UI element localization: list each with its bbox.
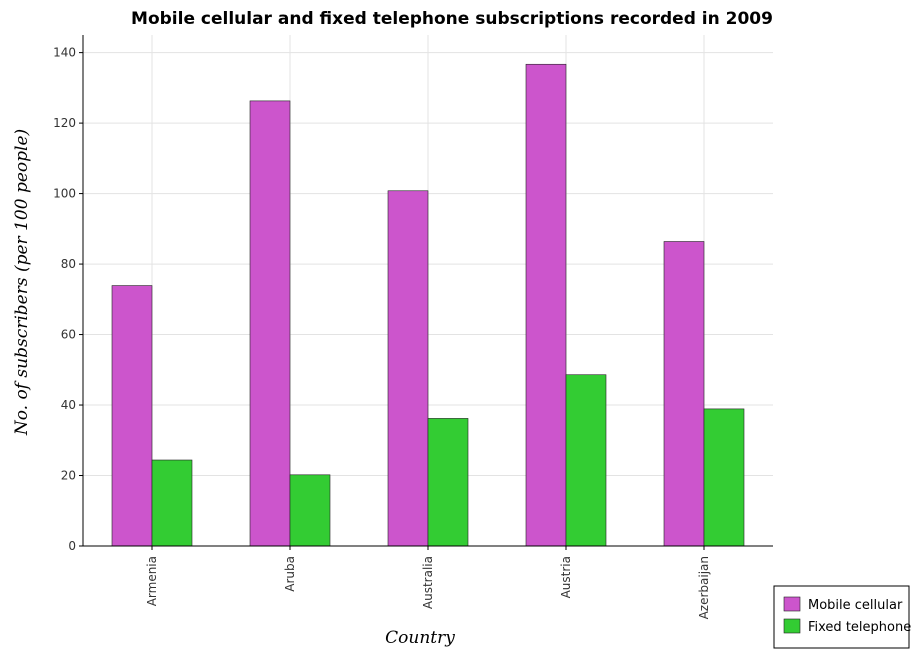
bar-mobile-cellular-azerbaijan — [663, 241, 705, 547]
bar-mobile-cellular-armenia — [111, 285, 153, 547]
y-tick-label: 80 — [61, 257, 76, 271]
bar-mobile-cellular-australia — [387, 190, 429, 547]
y-tick-label: 60 — [61, 328, 76, 342]
y-tick-label: 140 — [53, 46, 76, 60]
y-tick-label: 20 — [61, 469, 76, 483]
y-axis-label: No. of subscribers (per 100 people) — [12, 129, 32, 436]
y-tick-label: 40 — [61, 398, 76, 412]
y-tick-label: 0 — [68, 539, 76, 553]
y-tick-label: 120 — [53, 116, 76, 130]
bar-fixed-telephone-azerbaijan — [703, 408, 745, 547]
x-tick-label: Armenia — [145, 556, 159, 606]
x-tick-label: Aruba — [283, 556, 297, 592]
y-ticks: 0 20 40 60 80 100 120 140 — [53, 46, 83, 553]
bar-fixed-telephone-armenia — [151, 459, 193, 547]
bar-mobile-cellular-austria — [525, 63, 567, 547]
x-ticks: Armenia Aruba Australia Austria Azerbaijan — [145, 546, 711, 619]
x-tick-label: Azerbaijan — [697, 556, 711, 619]
legend: Mobile cellular Fixed telephone — [773, 585, 911, 649]
bars — [111, 63, 745, 547]
legend-swatch — [783, 618, 801, 634]
x-axis-label: Country — [385, 628, 455, 648]
chart-title: Mobile cellular and fixed telephone subs… — [131, 9, 773, 29]
legend-swatch — [783, 596, 801, 612]
x-tick-label: Australia — [421, 556, 435, 609]
legend-box — [773, 585, 910, 649]
bar-fixed-telephone-aruba — [289, 474, 331, 547]
bar-fixed-telephone-australia — [427, 418, 469, 547]
legend-label: Mobile cellular — [808, 598, 903, 613]
bar-mobile-cellular-aruba — [249, 100, 291, 547]
legend-label: Fixed telephone — [808, 620, 911, 635]
x-tick-label: Austria — [559, 556, 573, 598]
bar-fixed-telephone-austria — [565, 374, 607, 547]
y-tick-label: 100 — [53, 187, 76, 201]
